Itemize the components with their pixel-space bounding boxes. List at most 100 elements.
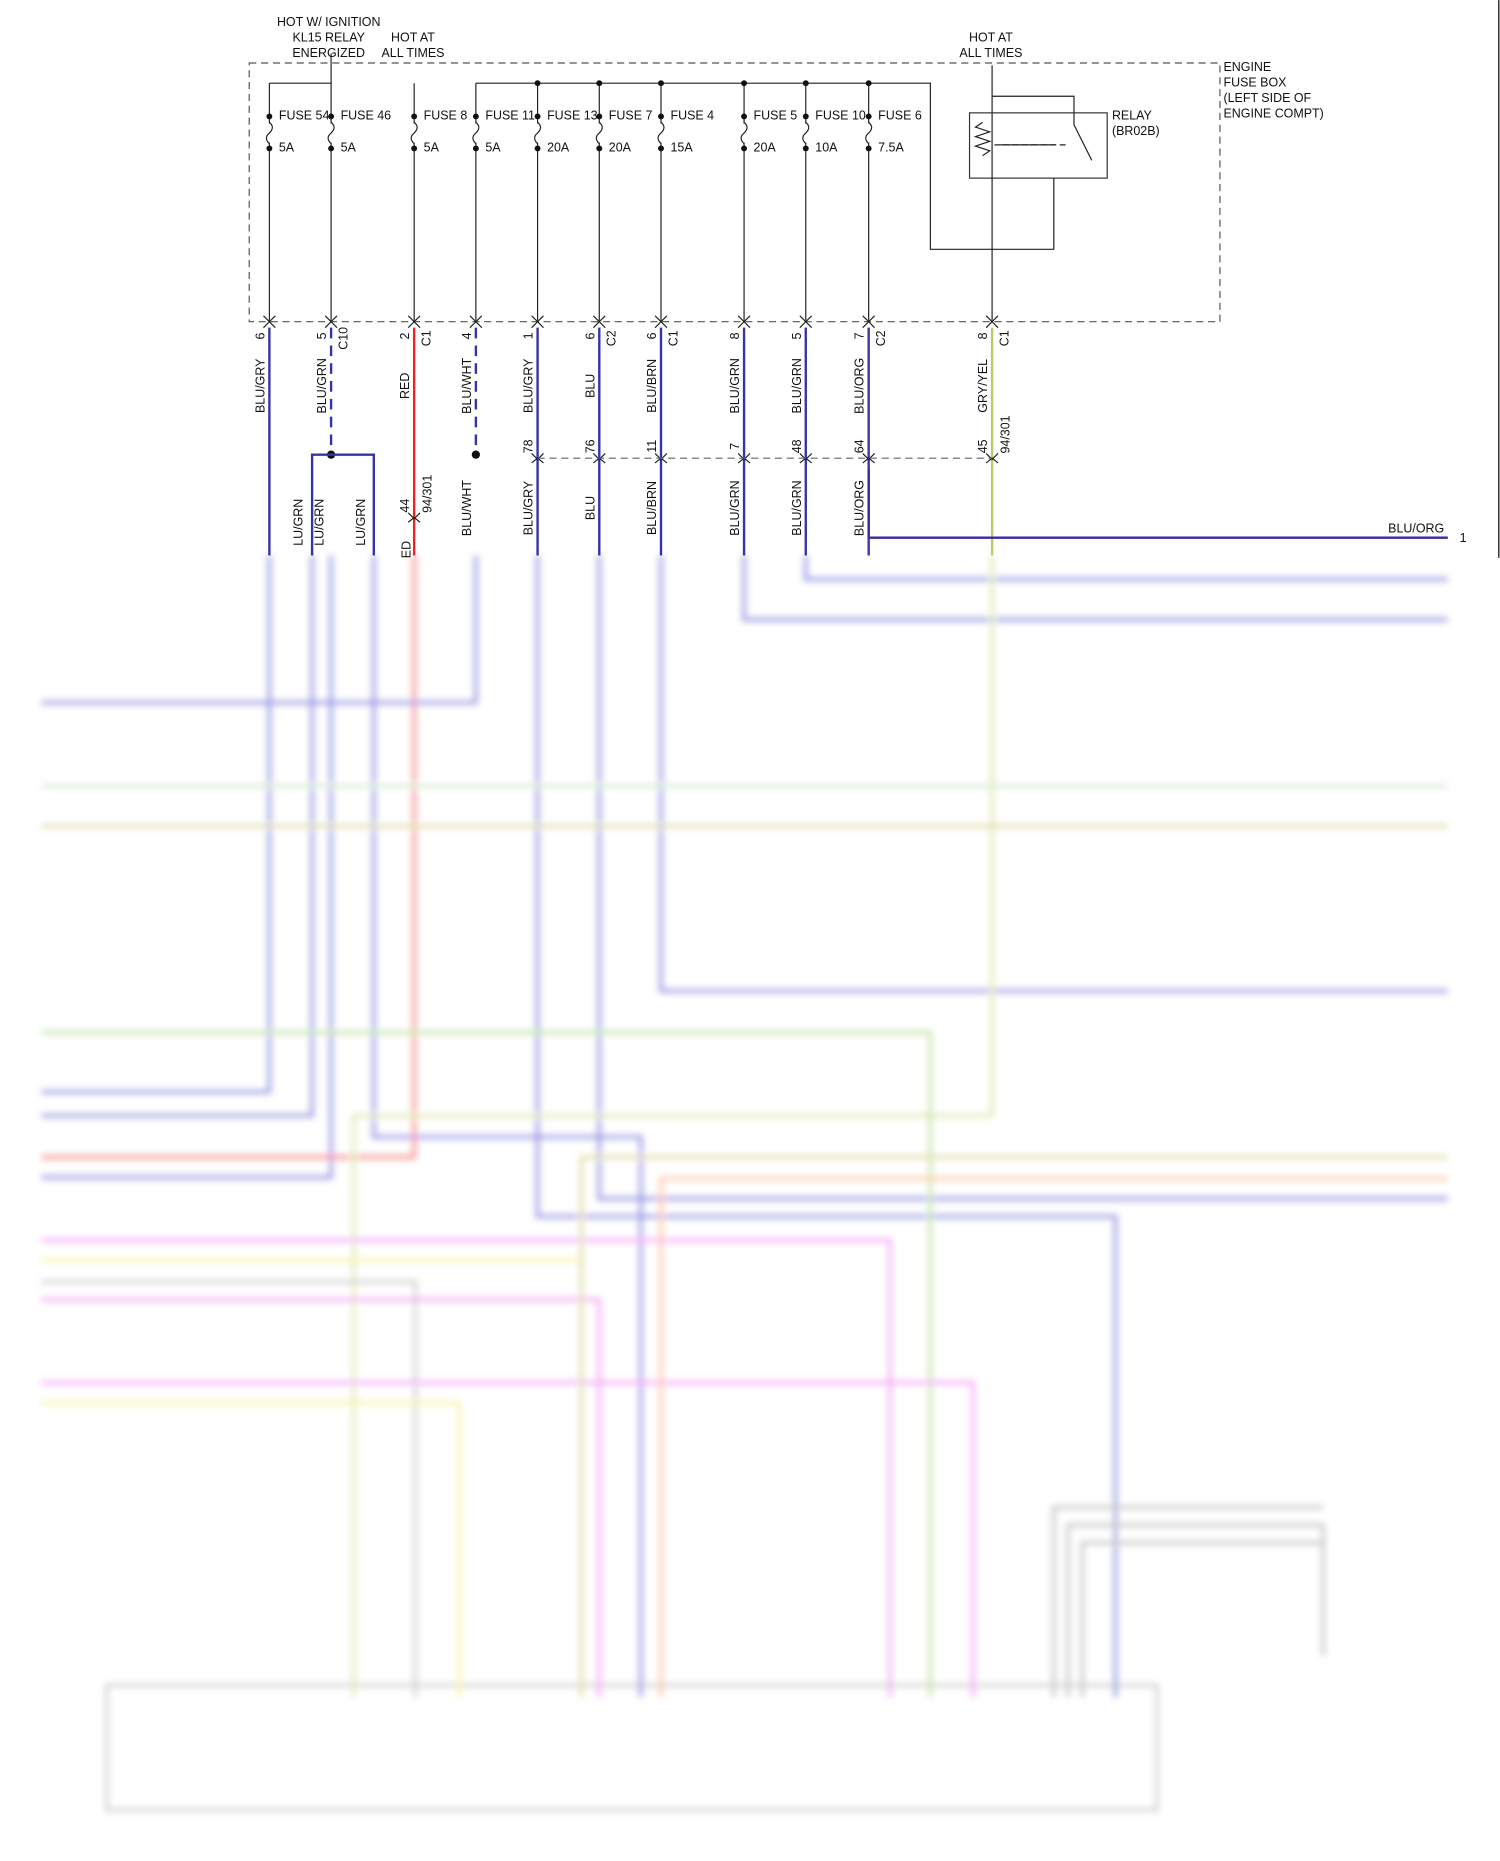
splice-pin: 45 <box>976 439 990 453</box>
wire-color: BLU/ORG <box>853 480 867 536</box>
fuse-label: FUSE 54 <box>279 109 330 123</box>
pin-number: 5 <box>790 332 804 339</box>
ignition-label: ENERGIZED <box>292 46 365 60</box>
fuse-terminal <box>596 145 603 152</box>
wire-color: LU/GRN <box>354 499 368 546</box>
junction <box>802 80 809 87</box>
fuse <box>595 121 603 145</box>
pin-number: 2 <box>398 332 412 339</box>
wire-color: BLU/ORG <box>853 358 867 414</box>
fuse-terminal <box>328 145 335 152</box>
relay-label: (BR02B) <box>1112 124 1160 138</box>
fuse-box-label: ENGINE COMPT) <box>1223 106 1323 120</box>
wire-color: RED <box>398 373 412 399</box>
splice-pin: 7 <box>728 443 742 450</box>
fuse <box>802 121 810 145</box>
connector-label: C1 <box>997 330 1011 346</box>
connector-label: C2 <box>874 330 888 346</box>
pin-number: 5 <box>315 332 329 339</box>
connector <box>469 315 483 329</box>
fuse-terminal <box>802 113 809 120</box>
fuse-box-label: FUSE BOX <box>1223 75 1287 89</box>
wire-color: ED <box>399 541 413 558</box>
fuse-rating: 10A <box>815 141 838 155</box>
connector-label: C1 <box>420 330 434 346</box>
fuse-label: FUSE 5 <box>754 109 798 123</box>
junction <box>865 80 872 87</box>
wire-color: BLU/GRY <box>522 480 536 535</box>
wire-color: BLU/WHT <box>460 480 474 536</box>
fuse-box-label: ENGINE <box>1223 60 1271 74</box>
fuse-label: FUSE 8 <box>424 109 468 123</box>
pin-number: 8 <box>728 332 742 339</box>
fuse-label: FUSE 11 <box>485 109 535 123</box>
splice-pin: 48 <box>790 439 804 453</box>
fuse-terminal <box>472 145 479 152</box>
connector <box>407 315 421 329</box>
wire-color: BLU/GRN <box>790 358 804 413</box>
wire-color: BLU/GRN <box>315 358 329 413</box>
fuse-label: FUSE 4 <box>670 109 714 123</box>
fuse <box>472 121 480 145</box>
fuse-label: FUSE 10 <box>815 109 866 123</box>
fuse-rating: 20A <box>754 141 777 155</box>
connector <box>862 315 876 329</box>
fuse <box>265 121 273 145</box>
pin-number: 4 <box>460 332 474 339</box>
fuse-terminal <box>266 145 273 152</box>
connector <box>862 453 876 464</box>
fuse-label: FUSE 6 <box>878 109 922 123</box>
fuse-rating: 5A <box>279 141 295 155</box>
fuse-terminal <box>865 145 872 152</box>
pin-number: 1 <box>522 332 536 339</box>
fuse <box>534 121 542 145</box>
connector <box>324 315 338 329</box>
ignition-label: KL15 RELAY <box>292 30 365 44</box>
connector <box>737 315 751 329</box>
wire-color: BLU/BRN <box>645 481 659 535</box>
fuse-terminal <box>534 113 541 120</box>
fuse-terminal <box>802 145 809 152</box>
connector <box>985 315 999 329</box>
fuse-rating: 5A <box>485 141 501 155</box>
connector-label: C10 <box>336 327 350 350</box>
pin-number: 7 <box>853 332 867 339</box>
splice-label: 94/301 <box>421 475 435 513</box>
ignition-label: HOT W/ IGNITION <box>277 15 381 29</box>
fuse-box-outline <box>248 62 1221 323</box>
hot-label: HOT AT <box>969 30 1013 44</box>
splice-label: 94/301 <box>999 415 1013 453</box>
fuse-terminal <box>411 113 418 120</box>
wire-color: BLU/GRN <box>728 358 742 413</box>
splice-pin: 64 <box>853 439 867 453</box>
fuse-terminal <box>741 145 748 152</box>
fuse-box-label: (LEFT SIDE OF <box>1223 91 1311 105</box>
hot-label: ALL TIMES <box>381 46 444 60</box>
blurred-region <box>41 555 1448 1812</box>
fuse-terminal <box>328 113 335 120</box>
pin-number: 1 <box>1460 531 1467 545</box>
connector <box>263 315 276 329</box>
fuse-rating: 15A <box>670 141 693 155</box>
fuse-terminal <box>865 113 872 120</box>
fuse-terminal <box>534 145 541 152</box>
wire-color: LU/GRN <box>291 499 305 546</box>
fuse <box>740 121 748 145</box>
relay-box <box>968 112 1108 179</box>
relay-label: RELAY <box>1112 109 1153 123</box>
fuse-terminal <box>411 145 418 152</box>
fuse-rating: 20A <box>547 141 570 155</box>
wire-color: BLU/WHT <box>460 357 474 413</box>
wire-color: GRY/YEL <box>976 359 990 413</box>
hot-label: HOT AT <box>391 30 435 44</box>
wire-color: BLU/GRY <box>522 358 536 413</box>
junction <box>596 80 603 87</box>
wire-color: BLU/ORG <box>1388 522 1444 536</box>
fuse-terminal <box>596 113 603 120</box>
wire-color: BLU <box>583 496 597 520</box>
connector-label: C1 <box>666 330 680 346</box>
splice-pin: 11 <box>645 440 659 453</box>
fuse <box>865 121 873 145</box>
fuse-terminal <box>658 113 664 120</box>
